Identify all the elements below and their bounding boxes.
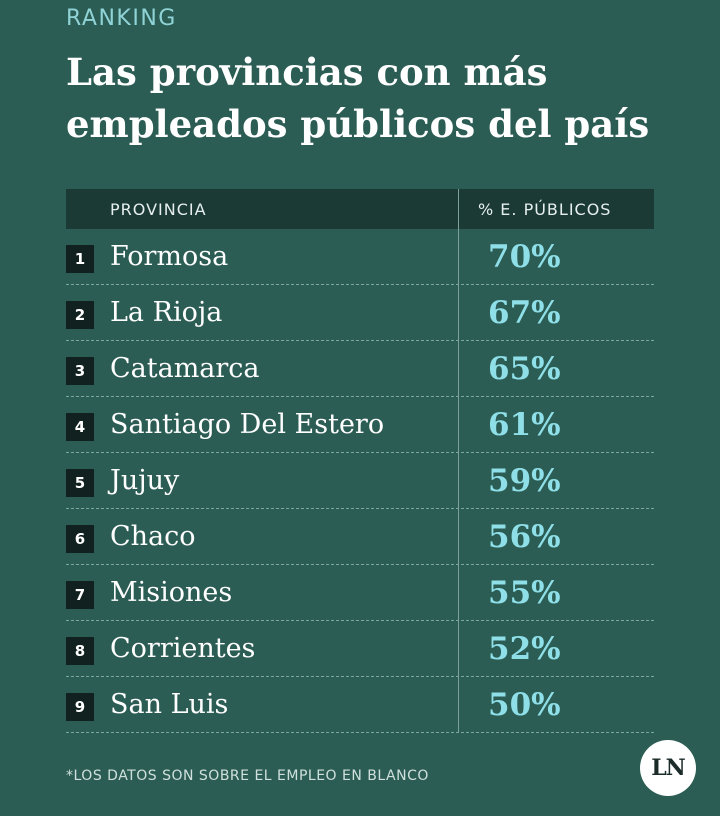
province-name: Chaco: [110, 521, 196, 552]
ranking-table: PROVINCIA % E. PÚBLICOS 1 Formosa 70% 2 …: [66, 189, 654, 733]
province-name: Santiago Del Estero: [110, 409, 385, 440]
column-header-percent: % E. PÚBLICOS: [478, 200, 612, 219]
table-row: 4 Santiago Del Estero 61%: [66, 397, 654, 453]
percent-value: 52%: [488, 631, 561, 667]
table-row: 3 Catamarca 65%: [66, 341, 654, 397]
province-name: San Luis: [110, 689, 229, 720]
province-name: Misiones: [110, 577, 233, 608]
table-row: 6 Chaco 56%: [66, 509, 654, 565]
rank-badge: 6: [66, 525, 94, 553]
table-row: 8 Corrientes 52%: [66, 621, 654, 677]
table-row: 9 San Luis 50%: [66, 677, 654, 733]
rank-badge: 1: [66, 245, 94, 273]
rank-badge: 4: [66, 413, 94, 441]
footnote: *LOS DATOS SON SOBRE EL EMPLEO EN BLANCO: [66, 768, 429, 784]
table-row: 1 Formosa 70%: [66, 229, 654, 285]
rank-badge: 2: [66, 301, 94, 329]
kicker: RANKING: [66, 6, 177, 31]
province-name: Corrientes: [110, 633, 256, 664]
percent-value: 55%: [488, 575, 561, 611]
rank-badge: 5: [66, 469, 94, 497]
percent-value: 65%: [488, 351, 561, 387]
page-title: Las provincias con más empleados público…: [66, 50, 650, 146]
province-name: Jujuy: [110, 465, 180, 496]
column-divider: [458, 189, 459, 732]
table-row: 5 Jujuy 59%: [66, 453, 654, 509]
percent-value: 61%: [488, 407, 561, 443]
rank-badge: 3: [66, 357, 94, 385]
column-header-province: PROVINCIA: [110, 200, 207, 219]
table-row: 7 Misiones 55%: [66, 565, 654, 621]
percent-value: 59%: [488, 463, 561, 499]
percent-value: 67%: [488, 295, 561, 331]
province-name: Formosa: [110, 241, 229, 272]
percent-value: 56%: [488, 519, 561, 555]
percent-value: 70%: [488, 239, 561, 275]
rank-badge: 7: [66, 581, 94, 609]
ln-logo: LN: [640, 740, 696, 796]
province-name: Catamarca: [110, 353, 260, 384]
rank-badge: 9: [66, 693, 94, 721]
rank-badge: 8: [66, 637, 94, 665]
percent-value: 50%: [488, 687, 561, 723]
province-name: La Rioja: [110, 297, 223, 328]
table-header: PROVINCIA % E. PÚBLICOS: [66, 189, 654, 229]
table-row: 2 La Rioja 67%: [66, 285, 654, 341]
